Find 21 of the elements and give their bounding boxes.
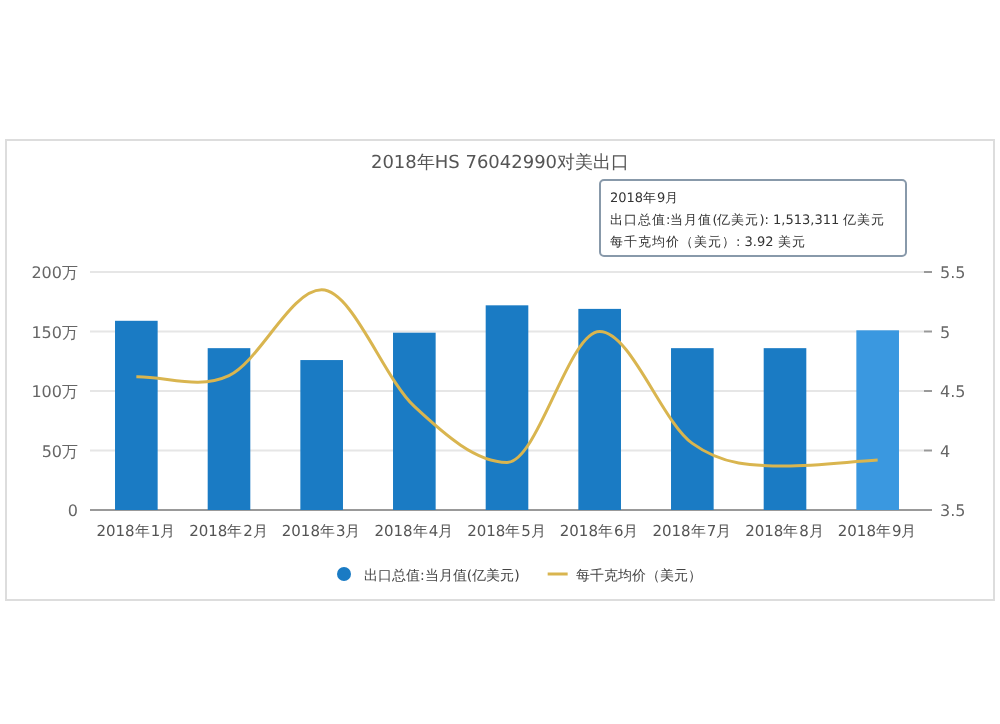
bar (393, 332, 436, 510)
bar (115, 320, 158, 510)
y2-tick-label: 4.5 (940, 383, 966, 401)
y2-tick-label: 4 (940, 442, 951, 461)
bar (856, 330, 899, 510)
y2-tick-label: 5.5 (940, 264, 966, 282)
chart-title: 2018年HS 76042990对美出口 (370, 152, 630, 174)
bar (207, 348, 251, 510)
y2-tick-label: 3.5 (940, 502, 966, 520)
y-tick-label: 100万 (31, 383, 78, 401)
bar (578, 308, 621, 510)
y-tick-label: 50万 (41, 442, 78, 461)
y-tick-label: 200万 (31, 264, 78, 282)
y-tick-label: 150万 (31, 323, 78, 342)
line-series (134, 288, 880, 468)
bar (671, 348, 714, 510)
y2-tick-label: 5 (940, 323, 951, 342)
bar (300, 360, 343, 510)
y-tick-label: 0 (67, 502, 78, 520)
bar (485, 305, 529, 510)
bar (763, 348, 807, 510)
